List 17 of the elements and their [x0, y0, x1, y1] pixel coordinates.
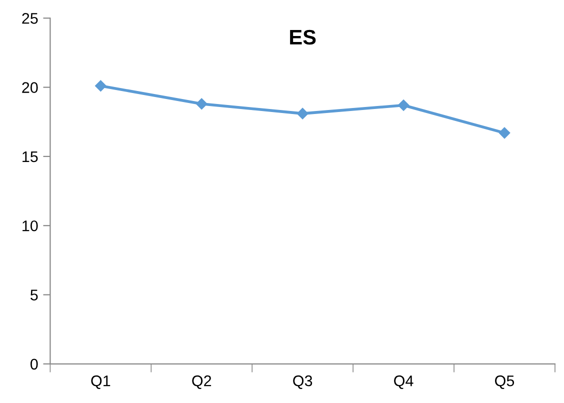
y-tick-label: 0: [30, 358, 38, 370]
y-tick-label: 10: [22, 220, 38, 232]
chart-title: ES: [290, 30, 316, 45]
y-tick-label: 25: [22, 13, 38, 24]
point: [498, 127, 510, 139]
x-tick-label: Q1: [91, 375, 110, 389]
y-tick-label: 15: [22, 151, 38, 162]
x-tick-label: Q3: [293, 375, 312, 389]
point: [398, 100, 410, 111]
x-tick-label: Q5: [495, 375, 514, 389]
point: [95, 80, 106, 92]
y-tick-label: 5: [30, 290, 38, 300]
x-tick-label: Q4: [394, 375, 414, 389]
point: [296, 108, 308, 120]
y-tick-label: 20: [22, 82, 38, 93]
x-tick-label: Q2: [192, 375, 212, 389]
point: [196, 98, 208, 110]
